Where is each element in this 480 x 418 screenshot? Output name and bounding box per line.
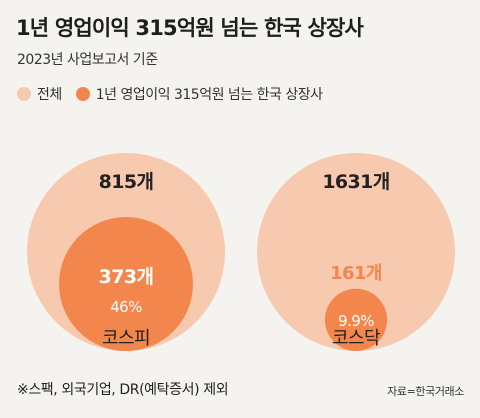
source-credit: 자료=한국거래소 <box>387 385 464 398</box>
legend: 전체 1년 영업이익 315억원 넘는 한국 상장사 <box>17 84 336 104</box>
total-label-kosdaq: 1631개 <box>322 171 389 193</box>
bubble-profitable-kosdaq <box>324 288 388 352</box>
chart-title: 1년 영업이익 315억원 넘는 한국 상장사 <box>16 16 364 40</box>
legend-label-profitable: 1년 영업이익 315억원 넘는 한국 상장사 <box>95 87 323 103</box>
footnote: ※스팩, 외국기업, DR(예탁증서) 제외 <box>17 382 229 398</box>
count-label-kosdaq: 161개 <box>330 263 382 284</box>
legend-item-total: 전체 <box>17 84 62 104</box>
share-label-kospi: 46% <box>110 298 142 316</box>
legend-label-total: 전체 <box>37 87 62 103</box>
market-label-kospi: 코스피 <box>102 328 150 349</box>
count-label-kospi: 373개 <box>99 266 154 288</box>
legend-swatch-profitable <box>75 87 90 101</box>
market-label-kosdaq: 코스닥 <box>332 328 380 349</box>
share-label-kosdaq: 9.9% <box>338 312 374 330</box>
bubble-total-kosdaq <box>257 153 455 351</box>
total-label-kospi: 815개 <box>99 171 154 193</box>
chart-subtitle: 2023년 사업보고서 기준 <box>17 52 158 68</box>
bubble-profitable-kospi <box>59 217 193 351</box>
legend-swatch-total <box>17 87 31 101</box>
legend-item-profitable: 1년 영업이익 315억원 넘는 한국 상장사 <box>75 84 323 104</box>
